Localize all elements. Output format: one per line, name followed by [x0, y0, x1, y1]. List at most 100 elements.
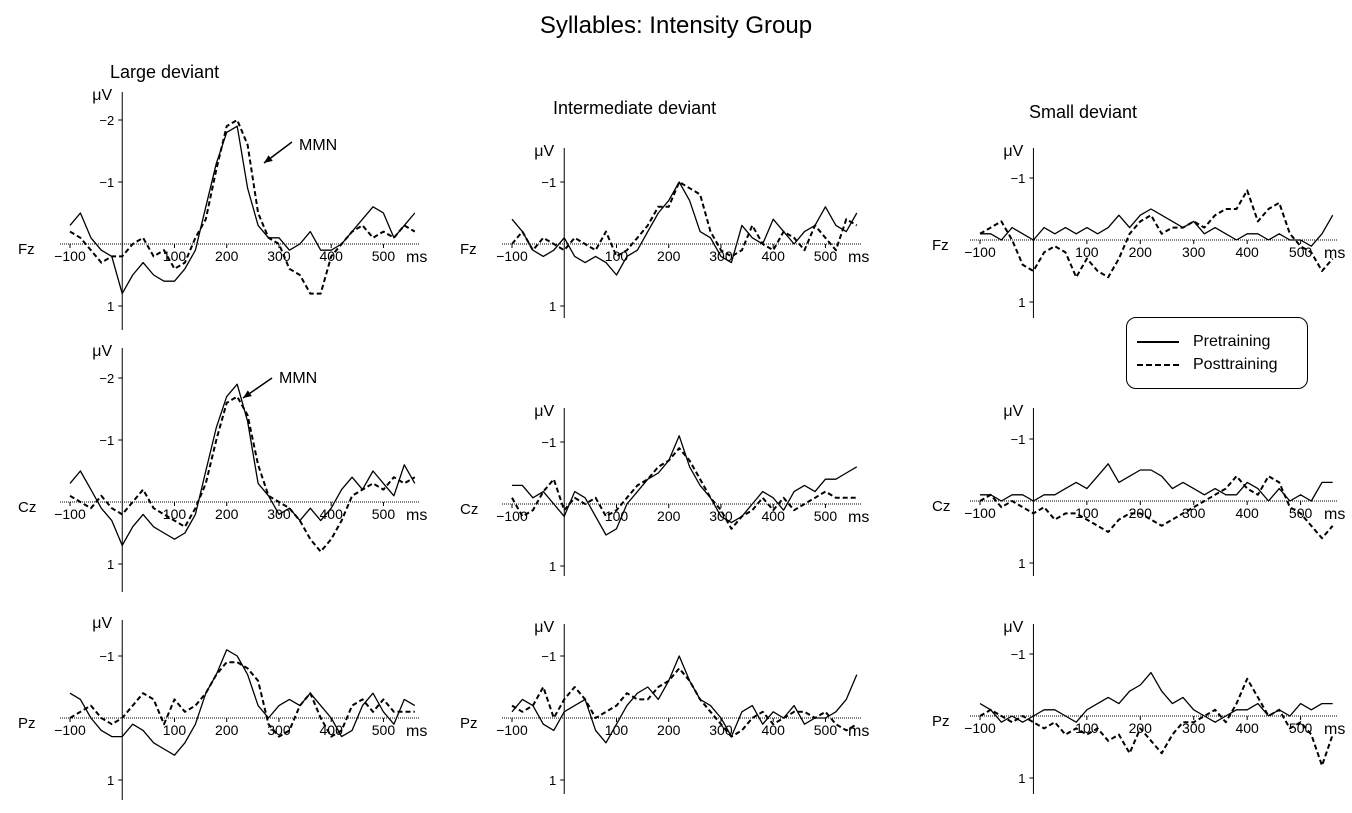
panel-7-y-tick-label: 1	[107, 773, 114, 788]
panel-3-x-tick-label: −100	[964, 244, 996, 260]
panel-2-y-tick-label: 1	[549, 299, 556, 314]
panel-3-series-pretraining	[980, 208, 1334, 247]
panel-7-series-posttraining	[69, 661, 415, 738]
panel-1-y-tick-label: 1	[107, 299, 114, 314]
panel-1-y-tick-label: −1	[99, 175, 114, 190]
panel-8-x-unit-label: ms	[848, 723, 869, 740]
panel-9-y-tick-label: −1	[1011, 647, 1026, 662]
panel-5-x-tick-label: 500	[814, 508, 838, 524]
panel-7-channel-label: Pz	[18, 715, 36, 732]
legend-item-posttraining: Posttraining	[1137, 355, 1278, 375]
panel-8-y-unit-label: μV	[534, 619, 554, 636]
panel-9-series-pretraining	[979, 671, 1333, 723]
panel-1-x-tick-label: 100	[163, 248, 187, 264]
panel-8-y-tick-label: 1	[549, 773, 556, 788]
panel-5-channel-label: Cz	[460, 501, 478, 518]
panel-6-x-tick-label: 400	[1235, 505, 1259, 521]
panel-9-x-tick-label: 500	[1289, 720, 1313, 736]
panel-3-channel-label: Fz	[932, 237, 949, 254]
panel-3-x-tick-label: 100	[1075, 244, 1099, 260]
panel-3-y-tick-label: −1	[1011, 171, 1026, 186]
panel-6-series-posttraining	[979, 475, 1334, 540]
mmn-arrow-cz-head	[243, 390, 252, 398]
panel-5-x-tick-label: 200	[657, 508, 681, 524]
panel-4-x-tick-label: 400	[320, 506, 344, 522]
panel-3-x-unit-label: ms	[1324, 245, 1345, 262]
legend-label-pretraining: Pretraining	[1193, 333, 1271, 350]
panel-3-y-unit-label: μV	[1003, 143, 1023, 160]
panel-1-channel-label: Fz	[18, 241, 35, 258]
panel-7-x-tick-label: 300	[267, 722, 291, 738]
panel-8-x-tick-label: 300	[709, 722, 733, 738]
panel-6-x-tick-label: −100	[964, 505, 996, 521]
panel-3-y-tick-label: 1	[1018, 295, 1025, 310]
panel-4-series-posttraining	[69, 395, 416, 553]
panel-8-x-tick-label: 400	[762, 722, 786, 738]
panel-2-x-tick-label: 200	[657, 248, 681, 264]
legend: Pretraining Posttraining	[1126, 317, 1308, 389]
panel-5-series-pretraining	[512, 435, 858, 536]
panel-2-series-posttraining	[511, 181, 858, 258]
panel-1-y-unit-label: μV	[92, 87, 112, 104]
panel-6-y-tick-label: −1	[1011, 432, 1026, 447]
panel-1-x-unit-label: ms	[406, 249, 427, 266]
panel-6-y-unit-label: μV	[1003, 403, 1023, 420]
panel-2-y-unit-label: μV	[534, 143, 554, 160]
panel-5-x-unit-label: ms	[848, 509, 869, 526]
panel-7-y-unit-label: μV	[92, 615, 112, 632]
column-title-small: Small deviant	[1029, 102, 1138, 122]
panel-2-channel-label: Fz	[460, 241, 477, 258]
panel-2-x-tick-label: 100	[605, 248, 629, 264]
mmn-label-cz: MMN	[279, 370, 318, 387]
panel-5-y-tick-label: −1	[541, 435, 556, 450]
panel-8-y-tick-label: −1	[541, 649, 556, 664]
panel-8-x-tick-label: 500	[814, 722, 838, 738]
panel-8-series-posttraining	[511, 667, 858, 738]
mmn-arrow-fz-head	[264, 155, 273, 163]
panel-5-y-unit-label: μV	[534, 403, 554, 420]
panel-9-series-posttraining	[979, 677, 1334, 767]
legend-item-pretraining: Pretraining	[1137, 332, 1270, 352]
panel-4-x-tick-label: −100	[54, 506, 86, 522]
panel-3-x-tick-label: 200	[1129, 244, 1153, 260]
legend-label-posttraining: Posttraining	[1193, 356, 1278, 373]
panel-4-channel-label: Cz	[18, 499, 36, 516]
panel-9-y-tick-label: 1	[1018, 771, 1025, 786]
dashed-line-swatch	[1137, 364, 1179, 366]
panel-7-x-tick-label: −100	[54, 722, 86, 738]
panel-6-x-unit-label: ms	[1324, 506, 1345, 523]
panel-4-x-tick-label: 200	[215, 506, 239, 522]
panel-7-x-tick-label: 100	[163, 722, 187, 738]
panel-5-x-tick-label: 400	[762, 508, 786, 524]
panel-7-series-pretraining	[69, 649, 416, 756]
panel-6-channel-label: Cz	[932, 498, 950, 515]
panel-9-y-unit-label: μV	[1003, 619, 1023, 636]
panel-9-x-unit-label: ms	[1324, 721, 1345, 738]
panel-9-channel-label: Pz	[932, 713, 950, 730]
figure-title: Syllables: Intensity Group	[539, 12, 813, 39]
column-title-large: Large deviant	[110, 62, 220, 82]
panel-2-y-tick-label: −1	[541, 175, 556, 190]
panel-7-x-unit-label: ms	[406, 723, 427, 740]
panel-9-x-tick-label: −100	[964, 720, 996, 736]
panel-3-x-tick-label: 400	[1235, 244, 1259, 260]
panel-7-x-tick-label: 200	[215, 722, 239, 738]
panel-7-x-tick-label: 500	[372, 722, 396, 738]
panel-1-x-tick-label: 200	[215, 248, 239, 264]
panel-3-series-posttraining	[979, 189, 1334, 279]
mmn-label-fz: MMN	[299, 137, 338, 154]
panel-1-x-tick-label: 300	[267, 248, 291, 264]
panel-1-x-tick-label: 500	[372, 248, 396, 264]
panel-4-y-unit-label: μV	[92, 343, 112, 360]
panel-4-x-unit-label: ms	[406, 507, 427, 524]
panel-4-y-tick-label: 1	[107, 557, 114, 572]
panel-4-y-tick-label: −2	[99, 371, 114, 386]
panel-4-y-tick-label: −1	[99, 433, 114, 448]
panel-4-x-tick-label: 500	[372, 506, 396, 522]
panel-1-series-posttraining	[69, 119, 416, 295]
panel-4-series-pretraining	[69, 383, 416, 547]
panel-1-series-pretraining	[69, 125, 416, 295]
panel-1-y-tick-label: −2	[99, 113, 114, 128]
panel-5-y-tick-label: 1	[549, 559, 556, 574]
